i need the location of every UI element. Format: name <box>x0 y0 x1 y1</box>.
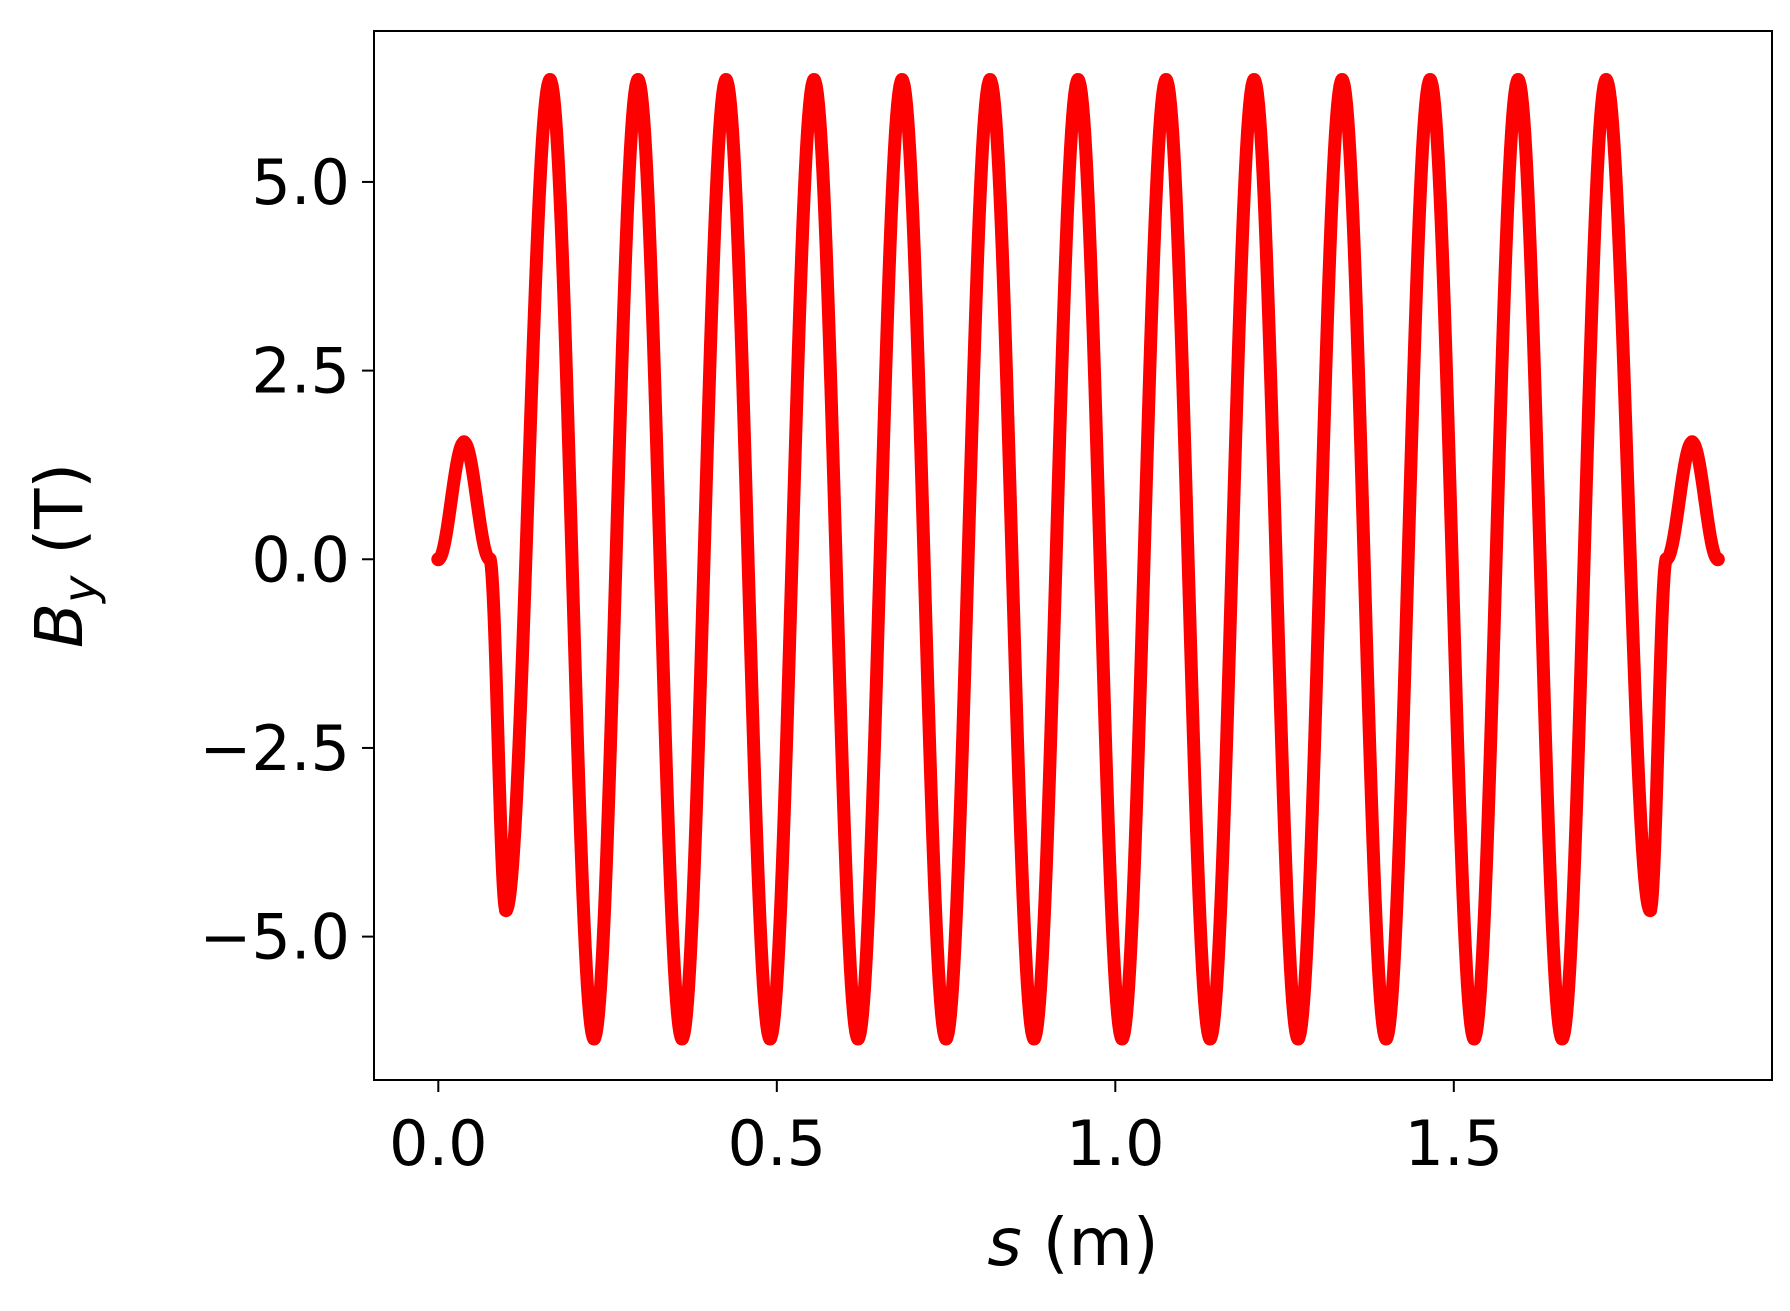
data-point <box>675 1031 690 1046</box>
data-point <box>763 1031 778 1046</box>
plot-frame <box>373 30 1773 1081</box>
y-tick-label: 5.0 <box>251 146 350 219</box>
x-tick-label: 1.5 <box>1405 1107 1504 1180</box>
x-tick-label: 1.0 <box>1066 1107 1165 1180</box>
data-point <box>1423 73 1438 88</box>
y-axis-ticks: −5.0 −2.5 0.0 2.5 5.0 <box>199 146 374 974</box>
y-tick-label: −5.0 <box>199 901 350 974</box>
y-axis-label-sub: y <box>53 575 107 605</box>
data-point <box>499 903 514 918</box>
data-point <box>1203 1031 1218 1046</box>
data-point <box>631 73 646 88</box>
data-point <box>1247 73 1262 88</box>
data-point <box>1071 73 1086 88</box>
data-point <box>895 73 910 88</box>
data-point <box>719 73 734 88</box>
data-point <box>1511 73 1526 88</box>
data-point <box>1685 435 1700 450</box>
y-tick-label: 0.0 <box>251 523 350 596</box>
data-point <box>543 73 558 88</box>
data-point <box>1555 1031 1570 1046</box>
x-axis-ticks: 0.0 0.5 1.0 1.5 <box>389 1080 1503 1180</box>
data-point <box>1335 73 1350 88</box>
x-axis-label: s (m) <box>987 1204 1158 1281</box>
data-point <box>1659 552 1674 567</box>
y-axis-label-var: B <box>21 603 98 648</box>
data-point <box>457 435 472 450</box>
y-tick-label: −2.5 <box>199 712 350 785</box>
x-tick-label: 0.0 <box>389 1107 488 1180</box>
data-point <box>807 73 822 88</box>
data-point <box>1291 1031 1306 1046</box>
data-point <box>1467 1031 1482 1046</box>
x-axis-label-var: s <box>987 1204 1021 1281</box>
data-point <box>1599 73 1614 88</box>
x-axis-label-unit: (m) <box>1022 1204 1159 1281</box>
data-point <box>431 552 446 567</box>
y-axis-label-unit: (T) <box>21 463 98 576</box>
data-point <box>983 73 998 88</box>
y-axis-label: By (T) <box>21 463 107 648</box>
data-point <box>1115 1031 1130 1046</box>
data-point <box>1027 1031 1042 1046</box>
data-point <box>1159 73 1174 88</box>
x-tick-label: 0.5 <box>728 1107 827 1180</box>
data-point <box>587 1031 602 1046</box>
y-tick-label: 2.5 <box>251 335 350 408</box>
data-point <box>1643 903 1658 918</box>
data-point <box>851 1031 866 1046</box>
plot-series <box>431 73 1725 1046</box>
data-point <box>939 1031 954 1046</box>
data-point <box>1710 552 1725 567</box>
data-point <box>482 552 497 567</box>
data-point <box>1379 1031 1394 1046</box>
